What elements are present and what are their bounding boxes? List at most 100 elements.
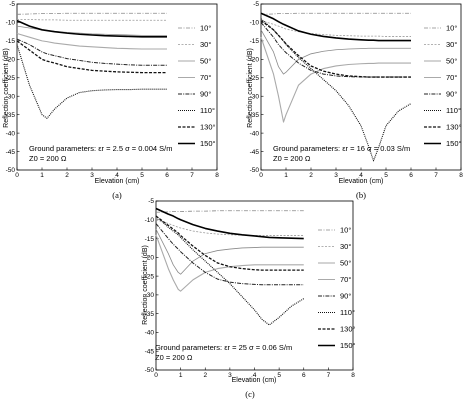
y-tick-label: -5 (148, 198, 154, 205)
plot-area-b: 0 1 2 3 4 5 6 7 8 -5 -10 -15 -20 -25 -30 -35 -40 -45 -50 (250, 1, 464, 179)
annotation-line2-a: Z0 = 200 Ω (29, 154, 67, 163)
y-tick-label: -30 (6, 93, 16, 100)
series-line-30deg (155, 219, 304, 236)
series-line-30deg (260, 20, 411, 37)
legend-a: 10° 30° 50° 70° 90° 110° 130° 150° (178, 24, 216, 148)
legend-b: 10° 30° 50° 70° 90° 110° 130° 150° (424, 24, 462, 148)
xlabel-b: Elevation (cm) (339, 178, 384, 185)
x-tick-label: 0 (15, 172, 19, 179)
x-tick-label: 7 (190, 172, 194, 179)
legend-label: 70° (200, 73, 211, 82)
series-line-150deg (16, 19, 167, 38)
annotation-line1-a: Ground parameters: εr = 2.5 σ = 0.004 S/… (29, 144, 172, 153)
plot-area-c: 0 1 2 3 4 5 6 7 8 -5 -10 -15 -20 -25 -30 -35 -40 -45 -50 (145, 198, 356, 379)
legend-label: 150° (200, 139, 216, 148)
x-tick-label: 0 (154, 372, 158, 379)
series-line-30deg (17, 19, 167, 21)
series-line-70deg (260, 37, 411, 123)
y-tick-label: -30 (250, 93, 260, 100)
y-tick-label: -45 (250, 149, 260, 156)
series-line-110deg (260, 18, 412, 162)
x-tick-label: 1 (179, 372, 183, 379)
x-tick-label: 8 (351, 372, 355, 379)
panel-label-c: (c) (245, 389, 255, 399)
x-tick-label: 5 (140, 172, 144, 179)
legend-label: 150° (340, 341, 356, 350)
series-line-50deg (155, 228, 304, 275)
legend-label: 110° (340, 308, 355, 317)
y-tick-label: -45 (145, 348, 155, 355)
legend-label: 130° (446, 123, 462, 132)
legend-label: 110° (446, 106, 461, 115)
x-tick-label: 6 (302, 372, 306, 379)
panel-label-a: (a) (112, 190, 122, 200)
y-tick-label: -25 (6, 75, 16, 82)
y-tick-label: -35 (145, 311, 155, 318)
x-tick-label: 4 (359, 172, 363, 179)
legend-label: 50° (340, 259, 351, 268)
y-tick-label: -10 (6, 20, 16, 27)
y-tick-label: -40 (145, 330, 155, 337)
annotation-line2-c: Z0 = 200 Ω (155, 353, 193, 362)
y-tick-label: -50 (6, 167, 16, 174)
x-tick-label: 3 (228, 372, 232, 379)
series-line-90deg (155, 223, 304, 286)
y-tick-label: -20 (250, 57, 260, 64)
legend-label: 30° (200, 40, 211, 49)
series-line-90deg (260, 22, 411, 78)
x-tick-label: 4 (253, 372, 257, 379)
x-tick-label: 6 (165, 172, 169, 179)
series-line-70deg (155, 234, 304, 292)
legend-label: 10° (200, 24, 211, 33)
annotation-line1-c: Ground parameters: εr = 25 σ = 0.06 S/m (155, 343, 292, 352)
y-tick-label: -20 (6, 57, 16, 64)
y-tick-label: -40 (250, 130, 260, 137)
legend-label: 110° (200, 106, 215, 115)
x-tick-label: 3 (334, 172, 338, 179)
ylabel-a: Reflection coefficient (dB) (3, 48, 10, 128)
y-tick-label: -35 (6, 112, 16, 119)
x-tick-label: 8 (459, 172, 463, 179)
x-tick-label: 1 (40, 172, 44, 179)
series-line-10deg (155, 210, 304, 213)
x-tick-label: 0 (259, 172, 263, 179)
x-tick-label: 5 (277, 372, 281, 379)
series-line-10deg (16, 12, 167, 15)
series-line-10deg (260, 12, 411, 15)
series-line-70deg (16, 32, 167, 50)
y-tick-label: -15 (145, 236, 155, 243)
y-tick-label: -40 (6, 130, 16, 137)
ylabel-b: Reflection coefficient (dB) (247, 48, 254, 128)
x-tick-label: 4 (115, 172, 119, 179)
legend-label: 50° (200, 57, 211, 66)
y-tick-label: -15 (6, 38, 16, 45)
series-line-130deg (155, 215, 304, 271)
legend-label: 70° (340, 275, 351, 284)
legend-label: 150° (446, 139, 462, 148)
y-tick-label: -5 (253, 1, 259, 8)
x-tick-label: 2 (309, 172, 313, 179)
y-tick-label: -45 (6, 149, 16, 156)
legend-label: 130° (200, 123, 216, 132)
x-tick-label: 7 (434, 172, 438, 179)
y-tick-label: -35 (250, 112, 260, 119)
series-line-150deg (155, 207, 304, 240)
legend-label: 10° (340, 226, 351, 235)
legend-label: 30° (340, 242, 351, 251)
x-tick-label: 1 (284, 172, 288, 179)
legend-label: 30° (446, 40, 457, 49)
series-line-130deg (16, 40, 167, 74)
xlabel-a: Elevation (cm) (95, 178, 140, 185)
panel-label-b: (b) (356, 190, 366, 200)
annotation-line1-b: Ground parameters: εr = 16 σ = 0.03 S/m (273, 144, 410, 153)
x-tick-label: 5 (384, 172, 388, 179)
series-line-90deg (16, 38, 167, 66)
series-line-130deg (260, 20, 411, 78)
chart-panel-b: Reflection coefficient (dB) Elevation (c… (247, 1, 463, 200)
legend-label: 90° (446, 90, 457, 99)
x-tick-label: 2 (203, 372, 207, 379)
chart-panel-c: Reflection coefficient (dB) Elevation (c… (142, 198, 356, 399)
legend-label: 10° (446, 24, 457, 33)
y-tick-label: -10 (250, 20, 260, 27)
